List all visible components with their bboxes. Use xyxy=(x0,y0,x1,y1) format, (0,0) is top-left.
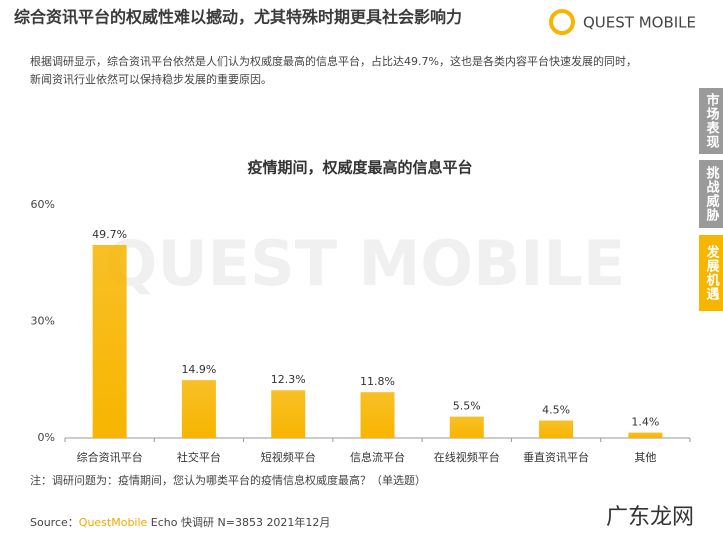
bar xyxy=(628,432,663,438)
stamp: 广东龙网 xyxy=(606,505,694,530)
bar xyxy=(539,420,574,438)
value-label: 12.3% xyxy=(271,373,306,386)
chart-title: 疫情期间，权威度最高的信息平台 xyxy=(247,159,472,177)
x-tick-label: 信息流平台 xyxy=(350,450,405,464)
x-tick-label: 社交平台 xyxy=(177,450,221,464)
x-tick-label: 综合资讯平台 xyxy=(77,450,143,464)
y-tick-label: 0% xyxy=(38,431,55,444)
logo-icon xyxy=(549,9,575,35)
side-tab[interactable]: 挑战威胁 xyxy=(699,160,723,228)
x-tick-label: 其他 xyxy=(634,451,656,464)
y-tick-label: 30% xyxy=(31,315,55,328)
page-title: 综合资讯平台的权威性难以撼动，尤其特殊时期更具社会影响力 xyxy=(14,8,462,27)
value-label: 5.5% xyxy=(453,400,481,413)
value-label: 49.7% xyxy=(92,228,127,241)
bar xyxy=(360,392,395,438)
logo-text: QUEST MOBILE xyxy=(583,14,696,32)
source: Source：QuestMobile Echo 快调研 N=3853 2021年… xyxy=(30,515,330,529)
paragraph: 根据调研显示，综合资讯平台依然是人们认为权威度最高的信息平台，占比达49.7%，… xyxy=(30,54,637,68)
paragraph: 新闻资讯行业依然可以保持稳步发展的重要原因。 xyxy=(30,72,272,86)
value-label: 4.5% xyxy=(542,404,570,417)
watermark: QUEST MOBILE xyxy=(105,227,626,300)
y-tick-label: 60% xyxy=(31,198,55,211)
value-label: 11.8% xyxy=(360,375,395,388)
side-tab[interactable]: 市场表现 xyxy=(699,88,723,154)
bar xyxy=(449,416,484,438)
side-tab[interactable]: 发展机遇 xyxy=(699,235,723,311)
x-tick-label: 在线视频平台 xyxy=(434,450,500,464)
bar xyxy=(181,380,216,438)
bar xyxy=(271,390,306,438)
x-tick-label: 垂直资讯平台 xyxy=(523,450,589,464)
x-tick-label: 短视频平台 xyxy=(261,450,316,464)
bar xyxy=(92,244,127,438)
value-label: 1.4% xyxy=(631,416,659,429)
note: 注：调研问题为：疫情期间，您认为哪类平台的疫情信息权威度最高？（单选题） xyxy=(30,473,426,487)
value-label: 14.9% xyxy=(181,363,216,376)
